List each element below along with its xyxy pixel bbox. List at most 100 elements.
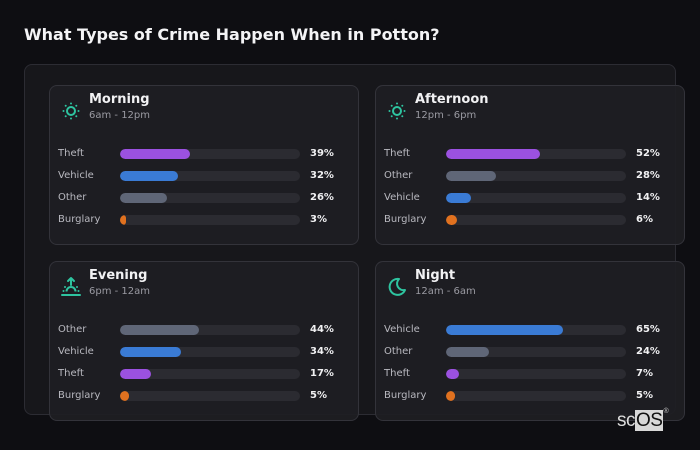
bar-fill	[446, 215, 457, 225]
scos-logo: scOS®	[617, 408, 669, 432]
bar-fill	[120, 193, 167, 203]
sunset-icon	[60, 276, 82, 298]
bar-fill	[120, 325, 200, 335]
bar-track	[120, 215, 300, 225]
bar-track	[446, 149, 626, 159]
bar-value: 5%	[636, 390, 653, 401]
bar-row: Other 26%	[58, 191, 358, 213]
bar-track	[446, 215, 626, 225]
bar-row: Burglary 5%	[384, 389, 684, 411]
bar-value: 3%	[310, 214, 327, 225]
bar-label: Theft	[384, 148, 410, 159]
bar-value: 24%	[636, 346, 660, 357]
bar-label: Other	[58, 192, 87, 203]
bar-row: Other 44%	[58, 323, 358, 345]
bar-fill	[120, 347, 182, 357]
bar-row: Vehicle 65%	[384, 323, 684, 345]
logo-text: sc	[617, 410, 636, 431]
bar-fill	[446, 193, 472, 203]
bar-row: Theft 52%	[384, 147, 684, 169]
bar-label: Theft	[384, 368, 410, 379]
card-time-range: 12am - 6am	[415, 286, 476, 297]
bar-row: Vehicle 14%	[384, 191, 684, 213]
page-title: What Types of Crime Happen When in Potto…	[24, 25, 440, 44]
bar-list: Theft 39% Vehicle 32% Other 26% Burglary 3%	[58, 147, 358, 235]
bar-track	[446, 369, 626, 379]
bar-list: Other 44% Vehicle 34% Theft 17% Burglary 5%	[58, 323, 358, 411]
bar-fill	[446, 347, 490, 357]
bar-label: Vehicle	[384, 324, 420, 335]
bar-value: 6%	[636, 214, 653, 225]
bar-label: Vehicle	[58, 170, 94, 181]
bar-track	[120, 369, 300, 379]
bar-value: 7%	[636, 368, 653, 379]
bar-fill	[120, 391, 129, 401]
bar-row: Vehicle 34%	[58, 345, 358, 367]
bar-label: Other	[58, 324, 87, 335]
bar-label: Theft	[58, 368, 84, 379]
bar-value: 52%	[636, 148, 660, 159]
bar-row: Burglary 3%	[58, 213, 358, 235]
bar-track	[120, 171, 300, 181]
bar-track	[446, 193, 626, 203]
card-title: Evening	[89, 268, 148, 283]
bar-fill	[446, 391, 455, 401]
bar-value: 26%	[310, 192, 334, 203]
card-title: Night	[415, 268, 456, 283]
bar-row: Theft 17%	[58, 367, 358, 389]
bar-row: Other 28%	[384, 169, 684, 191]
bar-value: 65%	[636, 324, 660, 335]
card-title: Afternoon	[415, 92, 489, 107]
bar-fill	[120, 149, 191, 159]
bar-value: 17%	[310, 368, 334, 379]
sun-icon	[60, 100, 82, 122]
bar-fill	[446, 149, 540, 159]
bar-track	[120, 193, 300, 203]
bar-list: Theft 52% Other 28% Vehicle 14% Burglary 6%	[384, 147, 684, 235]
logo-text-box: OS	[635, 410, 664, 431]
bar-fill	[446, 369, 459, 379]
bar-value: 39%	[310, 148, 334, 159]
card-evening: Evening 6pm - 12am Other 44% Vehicle 34% The…	[49, 261, 359, 421]
bar-fill	[120, 369, 151, 379]
moon-icon	[386, 276, 408, 298]
bar-row: Other 24%	[384, 345, 684, 367]
bar-label: Other	[384, 346, 413, 357]
bar-value: 14%	[636, 192, 660, 203]
bar-row: Burglary 6%	[384, 213, 684, 235]
bar-track	[120, 325, 300, 335]
bar-track	[446, 325, 626, 335]
bar-track	[446, 347, 626, 357]
bar-track	[120, 391, 300, 401]
bar-fill	[120, 215, 126, 225]
card-time-range: 6am - 12pm	[89, 110, 151, 121]
registered-mark: ®	[663, 408, 669, 415]
bar-value: 44%	[310, 324, 334, 335]
bar-label: Burglary	[384, 390, 427, 401]
bar-fill	[446, 325, 563, 335]
card-time-range: 6pm - 12am	[89, 286, 151, 297]
bar-track	[446, 391, 626, 401]
bar-fill	[120, 171, 178, 181]
bar-track	[120, 347, 300, 357]
bar-label: Burglary	[384, 214, 427, 225]
card-time-range: 12pm - 6pm	[415, 110, 477, 121]
card-title: Morning	[89, 92, 150, 107]
card-afternoon: Afternoon 12pm - 6pm Theft 52% Other 28% Veh…	[375, 85, 685, 245]
bar-value: 32%	[310, 170, 334, 181]
bar-row: Theft 7%	[384, 367, 684, 389]
card-morning: Morning 6am - 12pm Theft 39% Vehicle 32% Oth…	[49, 85, 359, 245]
sun-icon	[386, 100, 408, 122]
bar-label: Vehicle	[384, 192, 420, 203]
bar-label: Burglary	[58, 214, 101, 225]
bar-row: Theft 39%	[58, 147, 358, 169]
bar-label: Other	[384, 170, 413, 181]
bar-fill	[446, 171, 497, 181]
bar-label: Theft	[58, 148, 84, 159]
bar-row: Burglary 5%	[58, 389, 358, 411]
bar-row: Vehicle 32%	[58, 169, 358, 191]
bar-track	[446, 171, 626, 181]
bar-track	[120, 149, 300, 159]
bar-value: 34%	[310, 346, 334, 357]
bar-list: Vehicle 65% Other 24% Theft 7% Burglary 5%	[384, 323, 684, 411]
